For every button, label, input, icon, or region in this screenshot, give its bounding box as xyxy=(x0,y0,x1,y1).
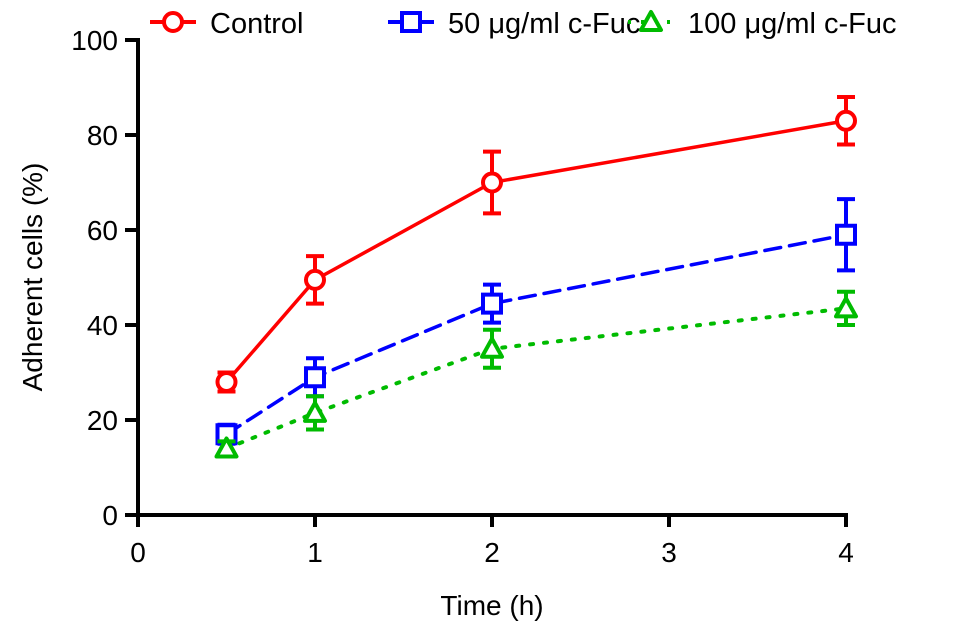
data-point xyxy=(481,292,503,315)
y-tick-label: 40 xyxy=(87,310,118,341)
series-2 xyxy=(214,289,858,459)
y-tick-label: 60 xyxy=(87,215,118,246)
legend-item-0: Control xyxy=(150,8,304,40)
series-0 xyxy=(215,95,857,394)
x-ticks: 0 1 2 3 4 xyxy=(130,515,854,568)
series-1 xyxy=(215,197,857,446)
data-point xyxy=(214,436,239,459)
legend-item-2: 100 μg/ml c-Fuc xyxy=(628,8,897,40)
legend-label: Control xyxy=(210,8,304,40)
x-tick-label: 0 xyxy=(130,537,146,568)
y-tick-label: 100 xyxy=(71,25,118,56)
legend-item-1: 50 μg/ml c-Fuc xyxy=(388,8,640,40)
legend-marker xyxy=(639,10,663,32)
legend-label: 50 μg/ml c-Fuc xyxy=(448,8,640,40)
data-point xyxy=(835,109,857,132)
series-line xyxy=(224,233,848,436)
y-tick-label: 80 xyxy=(87,120,118,151)
series-group xyxy=(214,95,858,459)
series-line xyxy=(224,306,848,451)
series-line xyxy=(224,119,848,384)
data-point xyxy=(835,223,857,246)
data-point xyxy=(480,336,504,359)
x-axis-label: Time (h) xyxy=(440,590,543,621)
data-point xyxy=(303,400,327,423)
data-point xyxy=(481,171,503,194)
x-tick-label: 1 xyxy=(307,537,323,568)
y-ticks: 0 20 40 60 80 100 xyxy=(71,25,138,531)
legend-marker xyxy=(162,11,184,33)
legend-label: 100 μg/ml c-Fuc xyxy=(688,8,897,40)
x-tick-label: 2 xyxy=(484,537,500,568)
data-point xyxy=(215,371,238,393)
x-tick-label: 3 xyxy=(661,537,677,568)
y-axis-label: Adherent cells (%) xyxy=(17,163,48,392)
legend: Control 50 μg/ml c-Fuc 100 μg/ml c-Fuc xyxy=(150,8,897,40)
data-point xyxy=(834,296,858,319)
data-point xyxy=(304,366,326,389)
y-tick-label: 0 xyxy=(102,500,118,531)
data-point xyxy=(304,268,326,291)
legend-marker xyxy=(400,11,422,33)
x-tick-label: 4 xyxy=(838,537,854,568)
y-tick-label: 20 xyxy=(87,405,118,436)
